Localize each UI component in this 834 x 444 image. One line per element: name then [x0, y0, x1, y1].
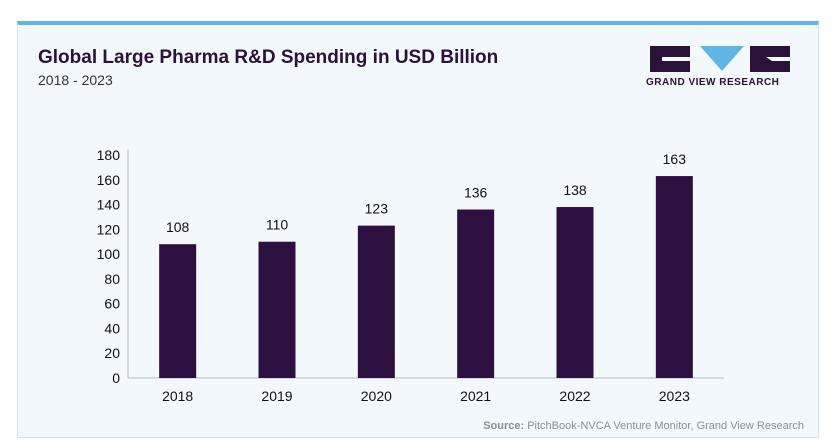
source-label: Source: — [483, 420, 525, 432]
chart-title: Global Large Pharma R&D Spending in USD … — [38, 47, 499, 68]
bar-value-label: 163 — [663, 151, 687, 167]
bar — [357, 225, 395, 378]
bar-value-label: 123 — [365, 201, 389, 217]
y-tick-label: 40 — [104, 320, 120, 336]
x-tick-label: 2022 — [559, 388, 590, 404]
y-tick-label: 120 — [97, 221, 121, 237]
bar-value-label: 110 — [266, 217, 289, 233]
x-tick-label: 2020 — [361, 388, 392, 404]
x-tick-label: 2021 — [460, 388, 491, 404]
y-tick-label: 0 — [112, 370, 120, 386]
x-tick-label: 2023 — [659, 388, 690, 404]
source-note: Source: PitchBook-NVCA Venture Monitor, … — [483, 420, 804, 432]
bar — [655, 176, 693, 378]
bar-value-label: 108 — [166, 219, 190, 235]
bar — [556, 207, 594, 378]
logo-mark-icon — [650, 46, 790, 72]
chart-card: Global Large Pharma R&D Spending in USD … — [17, 21, 819, 438]
y-tick-label: 60 — [104, 296, 120, 312]
y-tick-label: 140 — [97, 197, 121, 213]
bar-value-label: 138 — [563, 182, 587, 198]
y-tick-label: 20 — [104, 345, 120, 361]
bar — [457, 209, 495, 378]
x-tick-label: 2018 — [162, 388, 193, 404]
logo-text: GRAND VIEW RESEARCH — [646, 77, 780, 88]
x-tick-label: 2019 — [261, 388, 292, 404]
chart-subtitle: 2018 - 2023 — [38, 72, 113, 88]
source-text: PitchBook-NVCA Venture Monitor, Grand Vi… — [527, 420, 804, 432]
grand-view-research-logo: GRAND VIEW RESEARCH — [646, 45, 806, 95]
bar — [159, 244, 197, 378]
y-tick-label: 100 — [97, 246, 121, 262]
y-tick-label: 180 — [97, 147, 121, 163]
bar-value-label: 136 — [464, 185, 488, 201]
bar — [258, 241, 296, 378]
y-tick-label: 160 — [97, 172, 121, 188]
y-tick-label: 80 — [104, 271, 120, 287]
bar-chart: 0 20 40 60 80 100 120 140 160 180 108 2018 110 2019 12… — [97, 147, 724, 404]
